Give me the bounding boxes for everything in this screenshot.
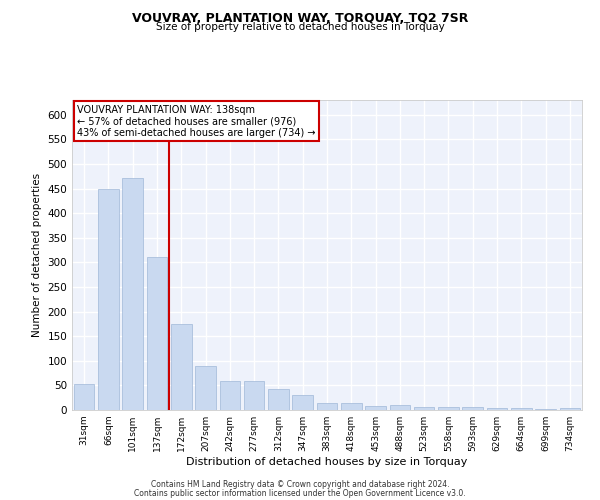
Text: Contains public sector information licensed under the Open Government Licence v3: Contains public sector information licen… [134,489,466,498]
X-axis label: Distribution of detached houses by size in Torquay: Distribution of detached houses by size … [187,457,467,467]
Bar [146,258,167,410]
Bar [98,188,119,410]
Bar [511,408,532,410]
Bar [220,382,240,410]
Bar [122,178,143,410]
Bar [171,324,191,410]
Bar [195,366,216,410]
Bar [389,405,410,410]
Bar [341,402,362,410]
Bar [292,395,313,410]
Bar [414,406,434,410]
Text: Contains HM Land Registry data © Crown copyright and database right 2024.: Contains HM Land Registry data © Crown c… [151,480,449,489]
Bar [535,408,556,410]
Bar [244,382,265,410]
Bar [74,384,94,410]
Bar [560,408,580,410]
Bar [463,406,483,410]
Bar [317,402,337,410]
Y-axis label: Number of detached properties: Number of detached properties [32,173,42,337]
Bar [438,406,459,410]
Bar [268,389,289,410]
Bar [365,406,386,410]
Bar [487,408,508,410]
Text: VOUVRAY, PLANTATION WAY, TORQUAY, TQ2 7SR: VOUVRAY, PLANTATION WAY, TORQUAY, TQ2 7S… [132,12,468,26]
Text: VOUVRAY PLANTATION WAY: 138sqm
← 57% of detached houses are smaller (976)
43% of: VOUVRAY PLANTATION WAY: 138sqm ← 57% of … [77,104,316,138]
Text: Size of property relative to detached houses in Torquay: Size of property relative to detached ho… [155,22,445,32]
